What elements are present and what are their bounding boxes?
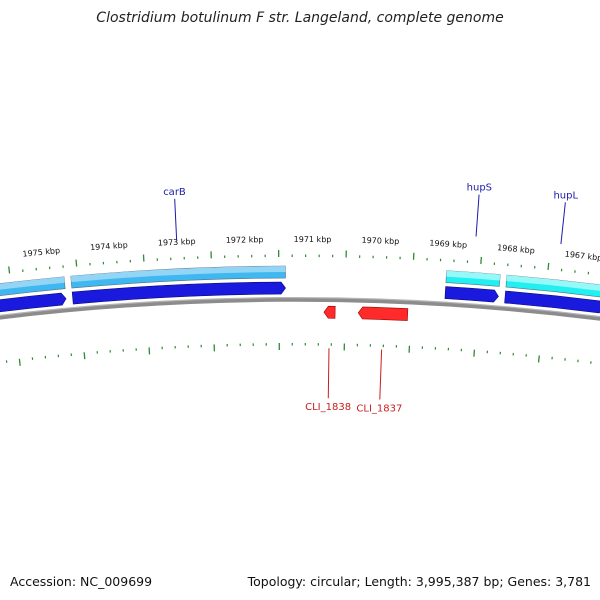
- cds-band-highlight: [0, 276, 65, 290]
- outer-tick: [480, 256, 483, 264]
- reverse-gene-arrow: [357, 306, 409, 321]
- inner-tick: [18, 358, 21, 366]
- gene-label-line: [327, 348, 330, 399]
- inner-tick: [473, 349, 476, 357]
- gene-label: CLI_1838: [305, 402, 351, 413]
- outer-tick: [547, 262, 550, 270]
- genome-stats-text: Topology: circular; Length: 3,995,387 bp…: [247, 574, 591, 589]
- accession-text: Accession: NC_009699: [10, 574, 153, 589]
- scale-label: 1969 kbp: [429, 239, 467, 250]
- forward-gene-arrow: [71, 281, 286, 305]
- forward-gene-arrow: [0, 292, 67, 313]
- outer-tick: [8, 266, 11, 274]
- inner-tick: [83, 352, 86, 360]
- scale-ticks: 1975 kbp 1974 kbp 1973 kbp 1972 kbp 1971 kbp…: [5, 235, 600, 366]
- gene-label-line: [174, 198, 178, 241]
- scale-label: 1975 kbp: [22, 246, 60, 259]
- scale-label: 1972 kbp: [226, 235, 264, 245]
- backbone: [0, 297, 600, 321]
- gene-label: CLI_1837: [356, 404, 402, 415]
- map-title: Clostridium botulinum F str. Langeland, …: [96, 10, 504, 26]
- outer-tick: [75, 259, 78, 267]
- cds-track: [0, 265, 600, 298]
- gene-label: hupS: [467, 183, 492, 194]
- gene-label-line: [475, 194, 480, 237]
- reverse-gene-arrow: [323, 305, 336, 319]
- cds-band-highlight: [446, 270, 501, 281]
- gene-label: hupL: [553, 190, 578, 201]
- backbone-circle: [0, 298, 600, 321]
- gene-labels: carB hupS hupL CLI_1838 CLI_1837: [163, 183, 578, 415]
- cds-band-highlight: [506, 275, 600, 291]
- scale-label: 1967 kbp: [564, 250, 600, 263]
- forward-gene-arrow: [504, 290, 600, 314]
- gene-label: carB: [163, 187, 186, 198]
- gene-track: [0, 281, 600, 321]
- scale-label: 1974 kbp: [90, 241, 128, 253]
- scale-label: 1968 kbp: [497, 243, 535, 255]
- scale-label: 1970 kbp: [361, 236, 399, 246]
- gene-label-line: [560, 202, 566, 245]
- cds-band-highlight: [70, 266, 286, 283]
- forward-gene-arrow: [444, 286, 499, 303]
- inner-tick: [537, 355, 540, 363]
- gene-label-line: [379, 349, 383, 400]
- backbone-highlight: [0, 297, 600, 319]
- scale-label: 1971 kbp: [294, 235, 332, 244]
- scale-label: 1973 kbp: [158, 237, 196, 248]
